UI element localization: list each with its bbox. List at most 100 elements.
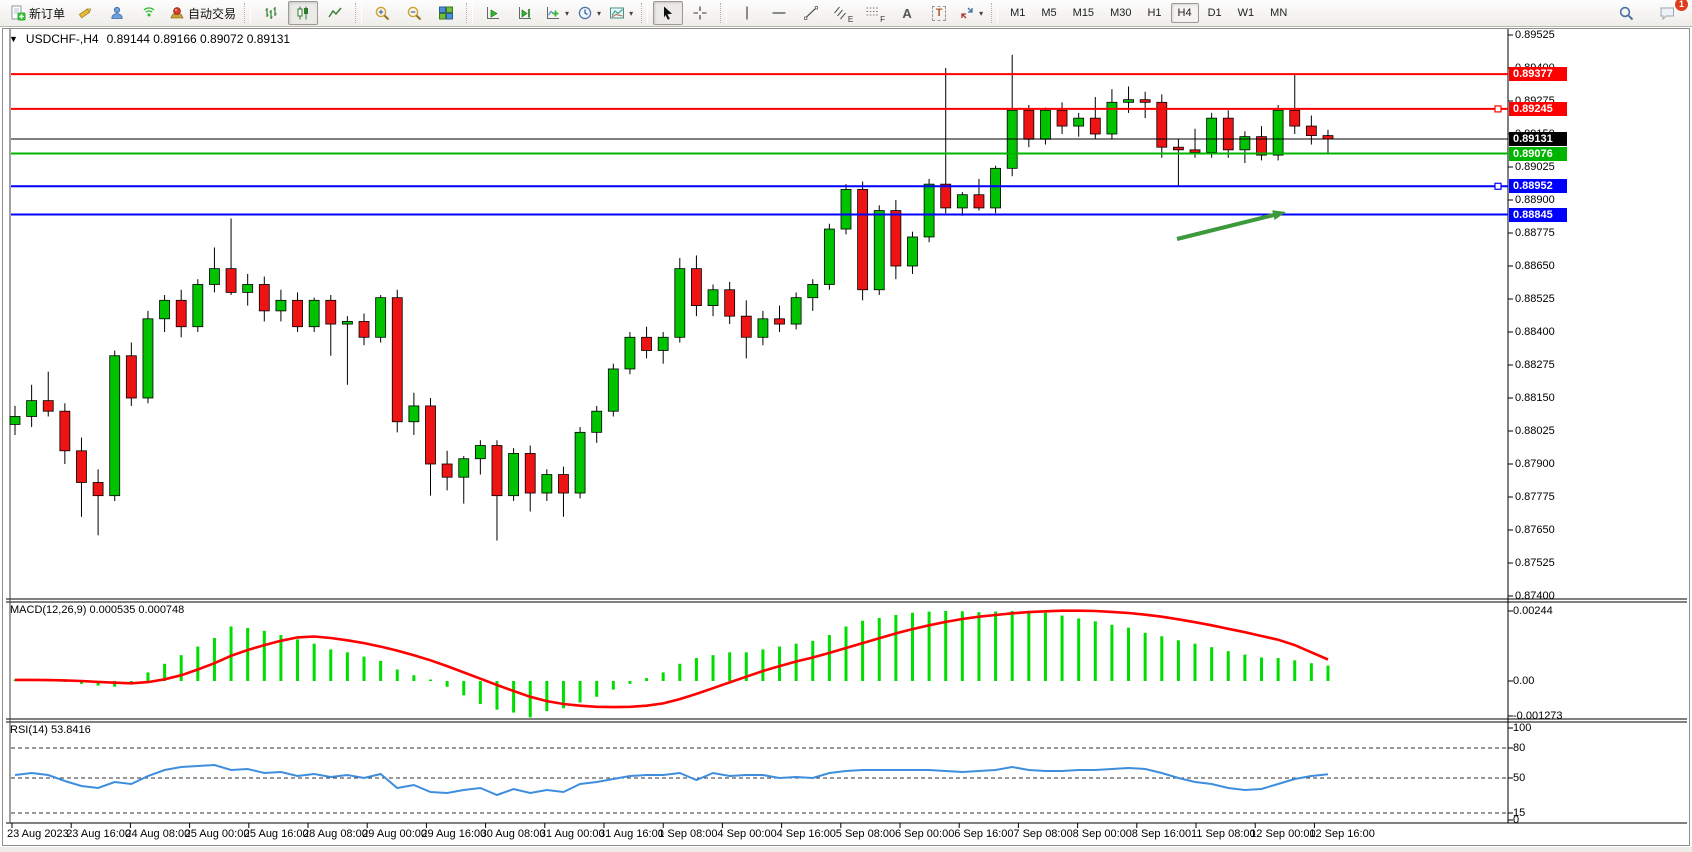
price-tick-label: 0.87775 (1515, 491, 1555, 503)
price-line-objects[interactable] (11, 73, 1508, 216)
timeframe-button-M5[interactable]: M5 (1041, 7, 1057, 19)
macd-tick-label: -0.001273 (1513, 710, 1563, 722)
dropdown-caret[interactable]: ▾ (979, 8, 984, 18)
toolbar-separator (641, 3, 649, 23)
new-order-button[interactable]: 新订单 (7, 1, 68, 25)
channel-letter: E (847, 15, 854, 24)
indicators-button[interactable]: ▾ (542, 1, 572, 25)
toolbar-separator (720, 3, 728, 23)
bar-chart-button[interactable] (256, 1, 286, 25)
chart-shift-button[interactable] (510, 1, 540, 25)
trendline-icon (804, 6, 819, 20)
price-tick-label: 0.89025 (1515, 161, 1555, 173)
crayon-icon (78, 8, 92, 19)
zoom-out-button[interactable] (399, 1, 429, 25)
arrows-button[interactable]: ▾ (956, 1, 986, 25)
time-axis-label: 23 Aug 2023 (7, 828, 69, 840)
rsi-tick-label: 50 (1513, 772, 1526, 784)
collapse-arrow-icon[interactable]: ▼ (9, 34, 18, 44)
crosshair-button[interactable] (685, 1, 715, 25)
vertical-line-button[interactable] (732, 1, 762, 25)
macd-tick-label: 0.00 (1513, 675, 1535, 687)
fibonacci-icon (866, 7, 879, 16)
text-button[interactable]: A (892, 1, 922, 25)
toolbar-separator (991, 3, 999, 23)
zoom-out-icon (407, 6, 421, 20)
text-label-button[interactable]: T (924, 1, 954, 25)
chart-title-overlay: ▼ USDCHF-,H4 0.89144 0.89166 0.89072 0.8… (9, 32, 290, 46)
price-tick-label: 0.88900 (1515, 194, 1555, 206)
dropdown-caret[interactable]: ▾ (565, 8, 570, 18)
timeframe-button-M1[interactable]: M1 (1010, 7, 1026, 19)
cursor-button[interactable] (653, 1, 684, 25)
price-tick-label: 0.89525 (1515, 29, 1555, 41)
bar-chart-icon (265, 7, 277, 19)
time-axis-label: 12 Sep 00:00 (1250, 828, 1316, 840)
chart-canvas[interactable] (3, 29, 1689, 845)
autotrade-label: 自动交易 (188, 6, 237, 21)
template-icon (610, 7, 625, 19)
time-axis-label: 11 Sep 08:00 (1191, 828, 1256, 840)
tile-windows-button[interactable] (431, 1, 461, 25)
chat-button[interactable]: 1 (1653, 0, 1689, 25)
chat-icon (1660, 7, 1674, 21)
fibonacci-button[interactable]: F (860, 1, 890, 25)
dropdown-caret[interactable]: ▾ (597, 8, 602, 18)
timeframe-button-M30[interactable]: M30 (1110, 7, 1132, 19)
timeframe-button-D1[interactable]: D1 (1207, 7, 1222, 19)
time-axis-label: 25 Aug 16:00 (243, 828, 309, 840)
arrows-shapes-icon (961, 7, 973, 19)
timeframe-button-H4[interactable]: H4 (1170, 3, 1199, 23)
chart-window: ▼ USDCHF-,H4 0.89144 0.89166 0.89072 0.8… (2, 28, 1690, 846)
line-chart-button[interactable] (320, 1, 350, 25)
time-axis-label: 5 Sep 08:00 (835, 828, 896, 840)
chart-symbol-period: USDCHF-,H4 (25, 32, 99, 46)
price-tick-label: 0.88650 (1515, 260, 1555, 272)
label-tool-letter: T (931, 5, 947, 21)
zoom-in-button[interactable] (367, 1, 397, 25)
timeframe-button-M15[interactable]: M15 (1072, 7, 1095, 19)
profiles-button[interactable] (102, 1, 132, 25)
time-axis-label: 31 Aug 00:00 (539, 828, 605, 840)
time-axis-label: 8 Sep 00:00 (1072, 828, 1132, 840)
price-tick-label: 0.88275 (1515, 359, 1555, 371)
time-axis-label: 1 Sep 08:00 (658, 828, 718, 840)
time-axis-label: 30 Aug 08:00 (480, 828, 546, 840)
autotrade-button[interactable]: 自动交易 (166, 1, 239, 25)
toolbar-separator (355, 3, 363, 23)
horizontal-line-button[interactable] (764, 1, 794, 25)
price-tick-label: 0.87650 (1515, 524, 1555, 536)
time-axis-label: 8 Sep 16:00 (1131, 828, 1192, 840)
rsi-tick-label: 0 (1513, 814, 1520, 826)
rsi-tick-label: 80 (1513, 742, 1526, 754)
time-axis-label: 23 Aug 16:00 (66, 828, 132, 840)
signals-button[interactable] (134, 1, 164, 25)
time-axis-label: 29 Aug 00:00 (362, 828, 428, 840)
price-tick-label: 0.88775 (1515, 227, 1555, 239)
trendline-button[interactable] (796, 1, 826, 25)
periods-button[interactable]: ▾ (574, 1, 604, 25)
styles-button[interactable] (70, 1, 100, 25)
pane-borders (6, 29, 1687, 828)
auto-scroll-button[interactable] (478, 1, 508, 25)
channel-button[interactable]: E (828, 1, 858, 25)
price-tick-label: 0.87400 (1515, 590, 1555, 602)
templates-button[interactable]: ▾ (606, 1, 636, 25)
candlestick-chart-button[interactable] (288, 1, 319, 25)
timeframe-button-W1[interactable]: W1 (1237, 7, 1255, 19)
time-axis-label: 6 Sep 00:00 (895, 828, 955, 840)
profile-icon (111, 6, 123, 19)
candles (9, 54, 1334, 541)
trend-arrow[interactable] (1176, 210, 1286, 241)
price-tick-label: 0.88025 (1515, 425, 1555, 437)
time-axis-label: 29 Aug 16:00 (421, 828, 487, 840)
time-axis-label: 31 Aug 16:00 (599, 828, 664, 840)
dropdown-caret[interactable]: ▾ (629, 8, 634, 18)
time-axis-label: 24 Aug 08:00 (125, 828, 191, 840)
search-button[interactable] (1611, 1, 1641, 25)
clock-icon (578, 6, 592, 20)
timeframe-button-H1[interactable]: H1 (1147, 7, 1162, 19)
timeframe-button-MN[interactable]: MN (1270, 7, 1288, 19)
price-tick-label: 0.87900 (1515, 458, 1555, 470)
toolbar-separator (466, 3, 474, 23)
